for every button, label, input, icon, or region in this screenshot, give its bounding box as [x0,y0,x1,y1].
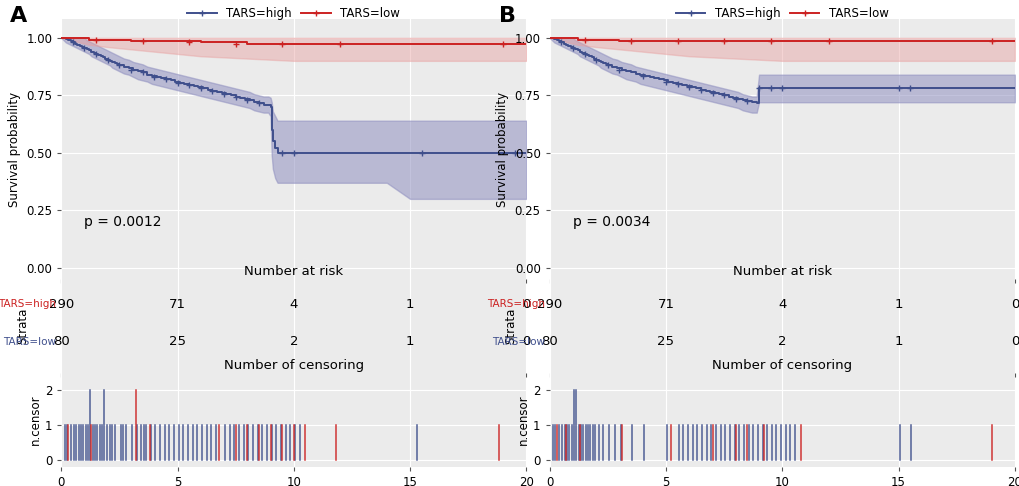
Y-axis label: Strata: Strata [16,308,29,345]
Text: TARS=high: TARS=high [0,299,56,310]
Text: 2: 2 [777,335,786,348]
Text: 25: 25 [169,335,185,348]
Text: 2: 2 [289,335,298,348]
Legend: TARS=high, TARS=low: TARS=high, TARS=low [182,0,405,25]
Text: 290: 290 [537,298,561,311]
Text: 290: 290 [49,298,73,311]
Text: 80: 80 [541,335,557,348]
Text: 0: 0 [1010,335,1018,348]
Text: p = 0.0012: p = 0.0012 [85,215,162,229]
Text: 4: 4 [289,298,298,311]
Text: 80: 80 [53,335,69,348]
Y-axis label: Strata: Strata [503,308,517,345]
Text: 71: 71 [169,298,185,311]
Text: 1: 1 [894,335,902,348]
Title: Number of censoring: Number of censoring [711,359,852,372]
Text: 4: 4 [777,298,786,311]
Text: TARS=low: TARS=low [3,337,56,347]
Text: TARS=high: TARS=high [486,299,544,310]
Text: B: B [498,6,515,26]
Y-axis label: Survival probability: Survival probability [495,92,508,207]
Text: 0: 0 [522,298,530,311]
Y-axis label: n.censor: n.censor [517,395,530,445]
Legend: TARS=high, TARS=low: TARS=high, TARS=low [671,0,893,25]
Title: Number at risk: Number at risk [732,265,832,278]
Text: 1: 1 [894,298,902,311]
Title: Number of censoring: Number of censoring [223,359,364,372]
Y-axis label: n.censor: n.censor [29,395,42,445]
Text: 1: 1 [406,335,414,348]
Title: Number at risk: Number at risk [244,265,343,278]
Text: 25: 25 [657,335,674,348]
Text: 71: 71 [657,298,674,311]
Text: p = 0.0034: p = 0.0034 [573,215,650,229]
Text: 0: 0 [522,335,530,348]
Text: A: A [10,6,28,26]
Text: 1: 1 [406,298,414,311]
Text: TARS=low: TARS=low [491,337,544,347]
Text: 0: 0 [1010,298,1018,311]
Y-axis label: Survival probability: Survival probability [7,92,20,207]
